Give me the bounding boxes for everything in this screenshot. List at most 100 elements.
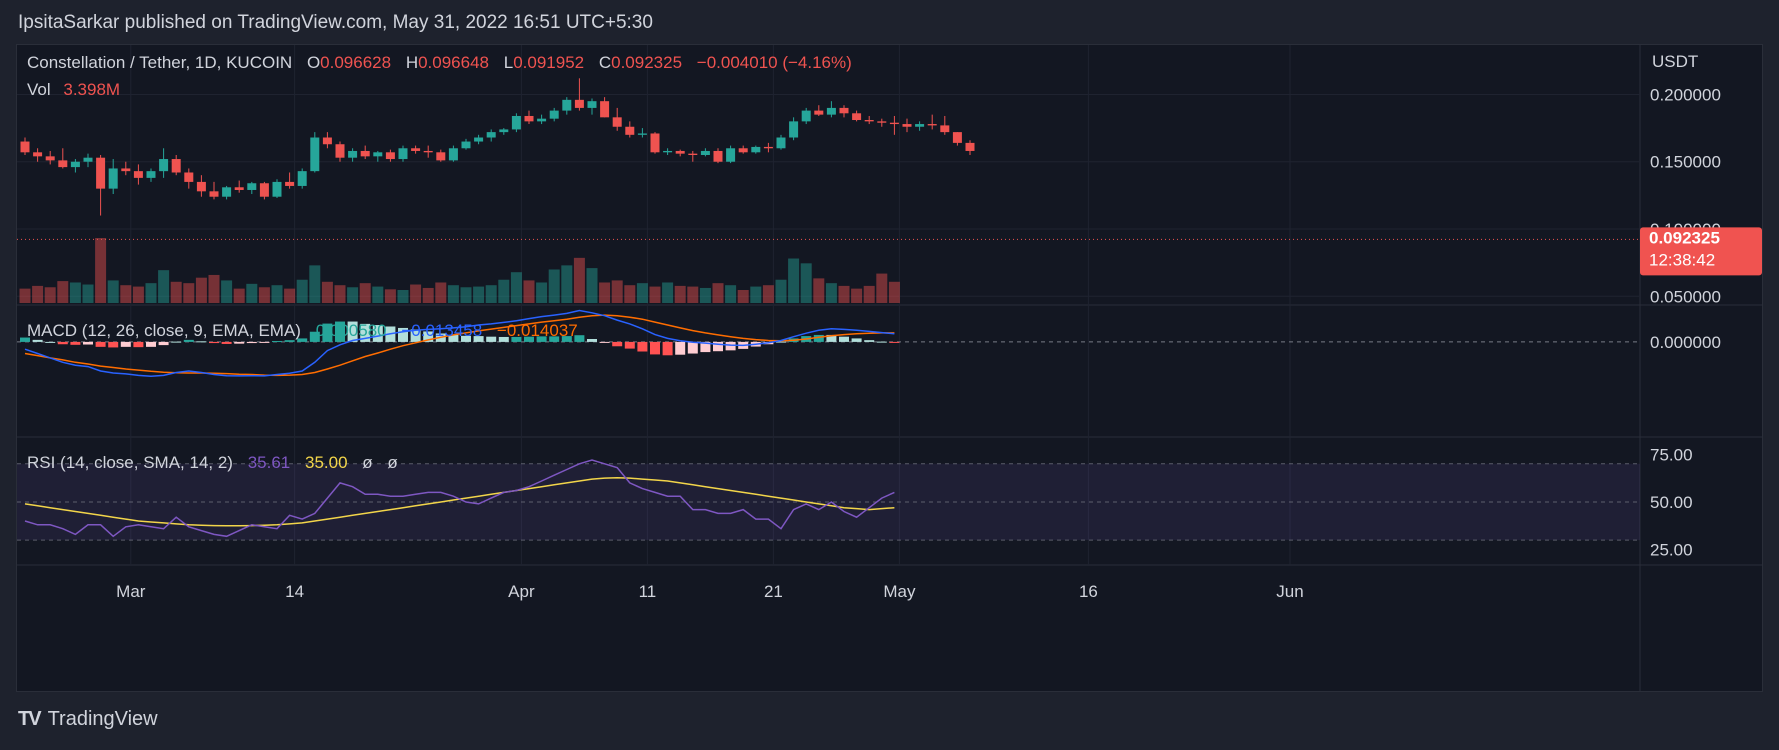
rsi-legend: RSI (14, close, SMA, 14, 2) 35.61 35.00 … bbox=[27, 453, 398, 472]
volume-bar bbox=[44, 287, 56, 303]
volume-bar bbox=[775, 279, 787, 303]
volume-bar bbox=[750, 286, 762, 303]
macd-histogram-bar bbox=[536, 336, 547, 342]
macd-histogram-bar bbox=[612, 341, 623, 347]
candle-body bbox=[700, 150, 710, 155]
macd-histogram-bar bbox=[309, 331, 320, 342]
close-value: 0.092325 bbox=[611, 53, 682, 72]
candle-body bbox=[511, 115, 521, 130]
volume-bar bbox=[447, 285, 459, 303]
candle-body bbox=[637, 133, 647, 135]
volume-bar bbox=[132, 286, 144, 303]
symbol-name: Constellation / Tether, 1D, KUCOIN bbox=[27, 53, 292, 72]
macd-histogram-bar bbox=[700, 341, 711, 353]
time-tick-label: 21 bbox=[764, 582, 783, 601]
open-value: 0.096628 bbox=[320, 53, 391, 72]
time-tick-label: Jun bbox=[1276, 582, 1303, 601]
volume-bar bbox=[800, 263, 812, 303]
macd-histogram-bar bbox=[322, 323, 333, 342]
candle-body bbox=[751, 146, 761, 153]
tradingview-footer[interactable]: TV TradingView bbox=[18, 708, 158, 731]
macd-histogram-bar bbox=[776, 341, 786, 343]
candle-body bbox=[915, 124, 925, 127]
candlestick-series bbox=[17, 78, 1640, 240]
candle-body bbox=[801, 110, 811, 122]
volume-bar bbox=[82, 284, 94, 303]
rsi-tick-label: 25.00 bbox=[1650, 541, 1693, 560]
macd-histogram-bar bbox=[461, 335, 471, 342]
volume-bar bbox=[510, 272, 522, 303]
time-tick-label: 11 bbox=[639, 582, 657, 601]
macd-histogram-bar bbox=[549, 336, 560, 342]
macd-histogram-bar bbox=[410, 329, 421, 342]
candle-body bbox=[222, 187, 232, 197]
volume-bar bbox=[57, 281, 69, 303]
candle-body bbox=[600, 101, 610, 118]
chart-svg[interactable]: 0.2000000.1500000.1000000.0500000.000000… bbox=[17, 45, 1762, 691]
candle-body bbox=[625, 126, 635, 135]
macd-histogram-bar bbox=[360, 323, 371, 342]
candle-body bbox=[738, 148, 748, 153]
candle-body bbox=[45, 156, 55, 161]
volume-bar bbox=[762, 285, 774, 303]
volume-bar bbox=[523, 280, 535, 303]
candle-body bbox=[159, 159, 169, 172]
volume-bar bbox=[372, 286, 384, 303]
volume-bar bbox=[838, 285, 850, 303]
macd-histogram-bar bbox=[398, 327, 408, 342]
currency-label: USDT bbox=[1652, 52, 1698, 71]
macd-histogram-bar bbox=[624, 341, 635, 349]
macd-histogram-bar bbox=[171, 341, 182, 343]
time-tick-label: Mar bbox=[116, 582, 146, 601]
candle-body bbox=[726, 148, 736, 162]
macd-histogram-bar bbox=[448, 334, 459, 342]
last-price-tag-bg bbox=[1640, 227, 1762, 276]
macd-histogram-bar bbox=[423, 331, 434, 342]
volume-bar bbox=[422, 287, 434, 303]
candle-body bbox=[789, 121, 799, 138]
volume-bar bbox=[309, 265, 321, 303]
symbol-legend: Constellation / Tether, 1D, KUCOIN O0.09… bbox=[27, 53, 852, 72]
volume-bar bbox=[107, 280, 119, 303]
macd-histogram-bar bbox=[889, 341, 900, 343]
price-tick-label: 0.150000 bbox=[1650, 153, 1721, 172]
chart-frame[interactable]: 0.2000000.1500000.1000000.0500000.000000… bbox=[16, 44, 1763, 692]
volume-bar bbox=[473, 286, 485, 303]
macd-histogram-bar bbox=[372, 325, 383, 342]
volume-bar bbox=[788, 258, 800, 303]
macd-histogram-bar bbox=[347, 321, 358, 342]
volume-bar bbox=[737, 290, 749, 303]
macd-histogram-bar bbox=[70, 341, 81, 345]
low-value: 0.091952 bbox=[513, 53, 584, 72]
volume-bar bbox=[347, 287, 359, 303]
volume-bar bbox=[321, 281, 333, 303]
volume-bar bbox=[397, 290, 409, 303]
volume-bar bbox=[246, 283, 258, 303]
candle-body bbox=[398, 148, 408, 160]
rsi-value: 35.61 bbox=[248, 453, 291, 472]
candle-body bbox=[574, 99, 584, 108]
candle-body bbox=[537, 118, 547, 122]
volume-bar bbox=[851, 288, 863, 303]
candle-body bbox=[524, 115, 534, 122]
candle-body bbox=[814, 110, 824, 115]
candle-body bbox=[952, 132, 962, 143]
volume-bar bbox=[284, 288, 296, 303]
candle-body bbox=[965, 142, 975, 151]
candle-body bbox=[612, 117, 622, 127]
candle-body bbox=[196, 181, 206, 192]
volume-bar bbox=[888, 281, 900, 303]
time-tick-label: 16 bbox=[1079, 582, 1098, 601]
volume-bar bbox=[296, 279, 308, 303]
volume-bar bbox=[460, 287, 472, 303]
candle-body bbox=[562, 99, 572, 111]
publisher-header: IpsitaSarkar published on TradingView.co… bbox=[18, 12, 653, 33]
candle-body bbox=[33, 152, 43, 157]
candle-body bbox=[839, 107, 849, 114]
macd-histogram-bar bbox=[511, 336, 522, 342]
volume-bar bbox=[435, 282, 447, 303]
tradingview-logo-icon: TV bbox=[18, 708, 42, 730]
macd-histogram-bar bbox=[876, 341, 887, 343]
candle-body bbox=[688, 153, 698, 155]
volume-bar bbox=[120, 285, 132, 303]
